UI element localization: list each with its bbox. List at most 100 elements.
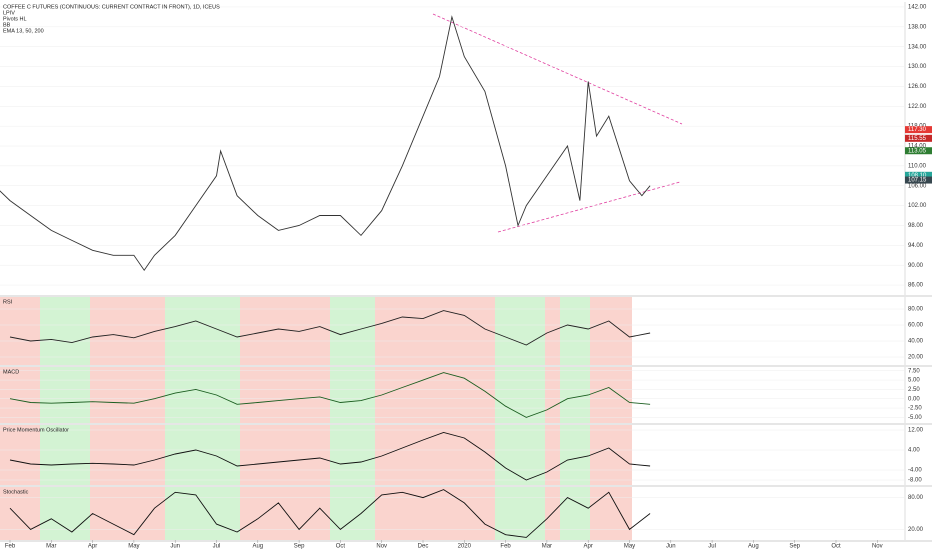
- series-line: [9, 432, 651, 481]
- signal-zone: [495, 425, 545, 485]
- y-tick-label: 122.00: [908, 104, 927, 110]
- y-tick-label: 102.00: [908, 203, 927, 209]
- signal-zone: [375, 297, 495, 365]
- signal-zone: [0, 297, 40, 365]
- price-tag-label: 113.05: [908, 148, 927, 154]
- price-tag: [905, 176, 932, 184]
- signal-zone: [240, 367, 330, 423]
- signal-zone: [560, 367, 590, 423]
- x-tick-label: Dec: [418, 544, 429, 550]
- y-tick-label: 0.00: [908, 396, 920, 402]
- x-tick-label: Nov: [376, 544, 387, 550]
- signal-zone: [495, 487, 545, 540]
- y-tick-label: -2.50: [908, 406, 922, 412]
- y-tick-label: 106.00: [908, 183, 927, 189]
- price-tag-label: 107.15: [908, 178, 927, 184]
- y-tick-label: 80.00: [908, 307, 924, 313]
- price-tag: [905, 147, 932, 155]
- support-trendline: [497, 181, 681, 233]
- signal-zone: [375, 367, 495, 423]
- y-tick-label: 20.00: [908, 527, 924, 533]
- signal-zone: [40, 425, 90, 485]
- x-tick-label: Apr: [88, 544, 97, 550]
- signal-zone: [240, 297, 330, 365]
- y-tick-label: 60.00: [908, 323, 924, 329]
- y-tick-label: 5.00: [908, 378, 920, 384]
- signal-zone: [90, 297, 165, 365]
- x-tick-label: May: [128, 544, 139, 550]
- price-tag-label: 108.10: [908, 173, 927, 179]
- x-tick-label: Mar: [542, 544, 552, 550]
- legend-line: EMA 13, 50, 200: [3, 28, 44, 34]
- signal-zone: [495, 297, 545, 365]
- x-tick-label: Jul: [708, 544, 716, 550]
- signal-zone: [165, 425, 240, 485]
- panel-title: Stochastic: [3, 489, 29, 495]
- signal-zone: [560, 425, 590, 485]
- x-tick-label: Sep: [294, 544, 305, 550]
- x-tick-label: 2020: [458, 544, 472, 550]
- x-tick-label: Apr: [584, 544, 593, 550]
- signal-zone: [165, 297, 240, 365]
- series-line: [9, 489, 651, 538]
- x-tick-label: Feb: [5, 544, 16, 550]
- y-tick-label: -8.00: [908, 478, 922, 484]
- y-tick-label: 80.00: [908, 495, 924, 501]
- y-tick-label: 86.00: [908, 283, 924, 289]
- y-tick-label: 110.00: [908, 163, 927, 169]
- resistance-trendline: [432, 13, 683, 125]
- signal-zone: [90, 425, 165, 485]
- signal-zone: [495, 367, 545, 423]
- signal-zone: [590, 367, 632, 423]
- panel-title: COFFEE C FUTURES (CONTINUOUS: CURRENT CO…: [3, 4, 220, 10]
- signal-zone: [330, 367, 375, 423]
- x-tick-label: Oct: [336, 544, 346, 550]
- price-tag-label: 115.55: [908, 136, 927, 142]
- y-tick-label: 4.00: [908, 448, 920, 454]
- legend-line: LPIV: [3, 10, 15, 16]
- y-tick-label: 40.00: [908, 339, 924, 345]
- x-tick-label: Jun: [170, 544, 180, 550]
- y-tick-label: 2.50: [908, 387, 920, 393]
- signal-zone: [90, 367, 165, 423]
- panel-title: RSI: [3, 299, 13, 305]
- y-tick-label: 90.00: [908, 263, 924, 269]
- x-tick-label: Oct: [831, 544, 841, 550]
- signal-zone: [560, 297, 590, 365]
- x-tick-label: May: [624, 544, 635, 550]
- signal-zone: [545, 425, 560, 485]
- legend-line: Pivots HL: [3, 16, 27, 22]
- signal-zone: [590, 487, 632, 540]
- signal-zone: [240, 425, 330, 485]
- y-tick-label: 138.00: [908, 24, 927, 30]
- signal-zone: [40, 487, 90, 540]
- series-line: [0, 15, 651, 271]
- y-tick-label: -4.00: [908, 468, 922, 474]
- x-tick-label: Aug: [252, 544, 263, 550]
- price-tag: [905, 126, 932, 134]
- x-tick-label: Mar: [46, 544, 56, 550]
- signal-zone: [165, 487, 240, 540]
- signal-zone: [0, 367, 40, 423]
- series-line: [9, 372, 651, 418]
- x-tick-label: Nov: [872, 544, 883, 550]
- signal-zone: [0, 487, 40, 540]
- signal-zone: [375, 487, 495, 540]
- y-tick-label: -5.00: [908, 415, 922, 421]
- price-tag: [905, 171, 932, 179]
- x-tick-label: Sep: [789, 544, 800, 550]
- y-tick-label: 12.00: [908, 428, 924, 434]
- signal-zone: [330, 487, 375, 540]
- signal-zone: [240, 487, 330, 540]
- signal-zone: [90, 487, 165, 540]
- y-tick-label: 98.00: [908, 223, 924, 229]
- panel-title: Price Momentum Oscillator: [3, 427, 69, 433]
- y-tick-label: 94.00: [908, 243, 924, 249]
- x-tick-label: Jun: [666, 544, 676, 550]
- panel-title: MACD: [3, 369, 19, 375]
- signal-zone: [590, 297, 632, 365]
- y-tick-label: 130.00: [908, 64, 927, 70]
- y-tick-label: 20.00: [908, 355, 924, 361]
- x-tick-label: Aug: [748, 544, 759, 550]
- y-tick-label: 142.00: [908, 5, 927, 11]
